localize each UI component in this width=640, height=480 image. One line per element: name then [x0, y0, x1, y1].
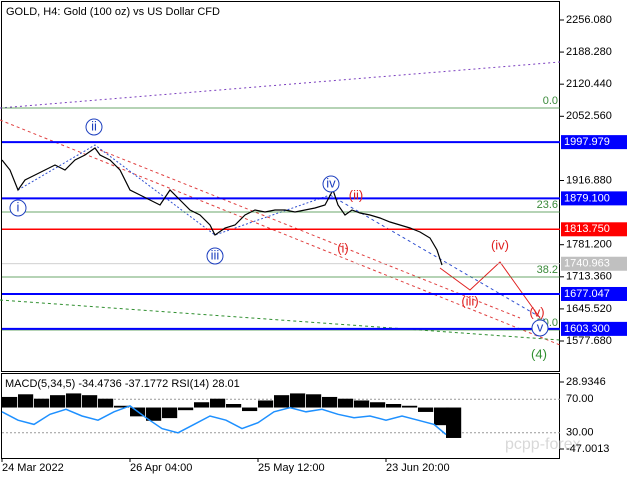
wave-label: (i) [337, 240, 349, 255]
level-label-bg [561, 256, 627, 271]
wave-circle [85, 118, 103, 136]
wave-label: (ii) [349, 187, 363, 202]
wave-circle [322, 175, 340, 193]
macd-bar [2, 396, 18, 408]
x-tick-label: 23 Jun 20:00 [386, 462, 450, 474]
fib-label: 38.2 [537, 264, 558, 276]
rsi-tick-label: 70.00 [566, 393, 594, 405]
macd-bar [18, 394, 34, 408]
y-tick-label: 1577.680 [566, 335, 612, 347]
wave-label: iv [326, 175, 336, 190]
x-tick-label: 25 May 12:00 [258, 462, 325, 474]
macd-bar [386, 404, 402, 408]
macd-bar [162, 407, 178, 419]
level-label-bg [561, 191, 627, 206]
macd-bar [242, 407, 258, 412]
y-tick-label: 2256.080 [566, 14, 612, 26]
macd-bar [338, 398, 354, 408]
x-tick-label: 26 Apr 04:00 [130, 462, 192, 474]
wave-label: (iv) [491, 237, 509, 252]
y-tick-label: 1781.200 [566, 239, 612, 251]
rsi-tick-label: 30.00 [566, 427, 594, 439]
macd-bar [114, 405, 130, 408]
y-tick-label: 2188.280 [566, 46, 612, 58]
macd-bar [354, 400, 370, 408]
level-label: 1677.047 [564, 288, 610, 300]
y-tick-label: 1916.880 [566, 174, 612, 186]
wave-label: (v) [529, 304, 544, 319]
rsi-line [1, 405, 447, 436]
y-tick-label: 1713.360 [566, 271, 612, 283]
macd-bar [290, 393, 306, 408]
y-tick-label: 2120.440 [566, 78, 612, 90]
macd-bar [66, 393, 82, 408]
level-label-bg [561, 135, 627, 150]
macd-bar [322, 396, 338, 408]
macd-tick-label: 28.9346 [566, 376, 606, 388]
wave-path [17, 144, 331, 236]
level-label-bg [561, 222, 627, 237]
level-label-bg [561, 286, 627, 301]
level-label: 1879.100 [564, 192, 610, 204]
wave-label: ii [91, 118, 97, 133]
macd-bar [98, 398, 114, 408]
level-label: 1813.750 [564, 223, 610, 235]
macd-bar [446, 407, 462, 438]
projection-path [439, 261, 541, 319]
fib-label: 23.6 [537, 199, 558, 211]
wave-label: iii [211, 247, 220, 262]
level-label: 1603.300 [564, 323, 610, 335]
macd-bar [82, 395, 98, 408]
macd-bar [402, 405, 418, 408]
wave-circle [206, 247, 224, 265]
main-frame [1, 1, 560, 372]
trend-line [0, 61, 561, 109]
indicator-title: MACD(5,34,5) -34.4736 -37.1772 RSI(14) 2… [5, 378, 240, 390]
macd-bar [418, 407, 434, 412]
fib-label: 0.0 [543, 95, 558, 107]
macd-bar [226, 404, 242, 408]
macd-bar [146, 407, 162, 421]
wave-circle [9, 199, 27, 217]
trend-line [0, 119, 561, 346]
x-tick-label: 24 Mar 2022 [2, 462, 64, 474]
wave-label: (4) [531, 346, 547, 361]
level-label: 1740.963 [564, 258, 610, 270]
indicator-frame [1, 373, 560, 459]
macd-bar [434, 407, 450, 426]
macd-bar [370, 402, 386, 408]
price-line [1, 147, 443, 266]
macd-bar [34, 398, 50, 408]
y-tick-label: 1645.520 [566, 303, 612, 315]
macd-bar [306, 394, 322, 408]
wave-label: i [17, 199, 20, 214]
wave-label: v [537, 319, 544, 334]
macd-bar [210, 398, 226, 408]
macd-bar [274, 395, 290, 408]
y-tick-label: 2052.560 [566, 110, 612, 122]
macd-bar [50, 395, 66, 408]
macd-bar [194, 402, 210, 408]
level-label-bg [561, 321, 627, 336]
macd-tick-label: -47.0013 [566, 443, 609, 455]
wave-label: (iii) [461, 293, 478, 308]
chart-title: GOLD, H4: Gold (100 oz) vs US Dollar CFD [6, 6, 220, 18]
macd-bar [178, 407, 194, 411]
level-label: 1997.979 [564, 136, 610, 148]
macd-bar [258, 400, 274, 408]
wave-circle [531, 319, 549, 337]
